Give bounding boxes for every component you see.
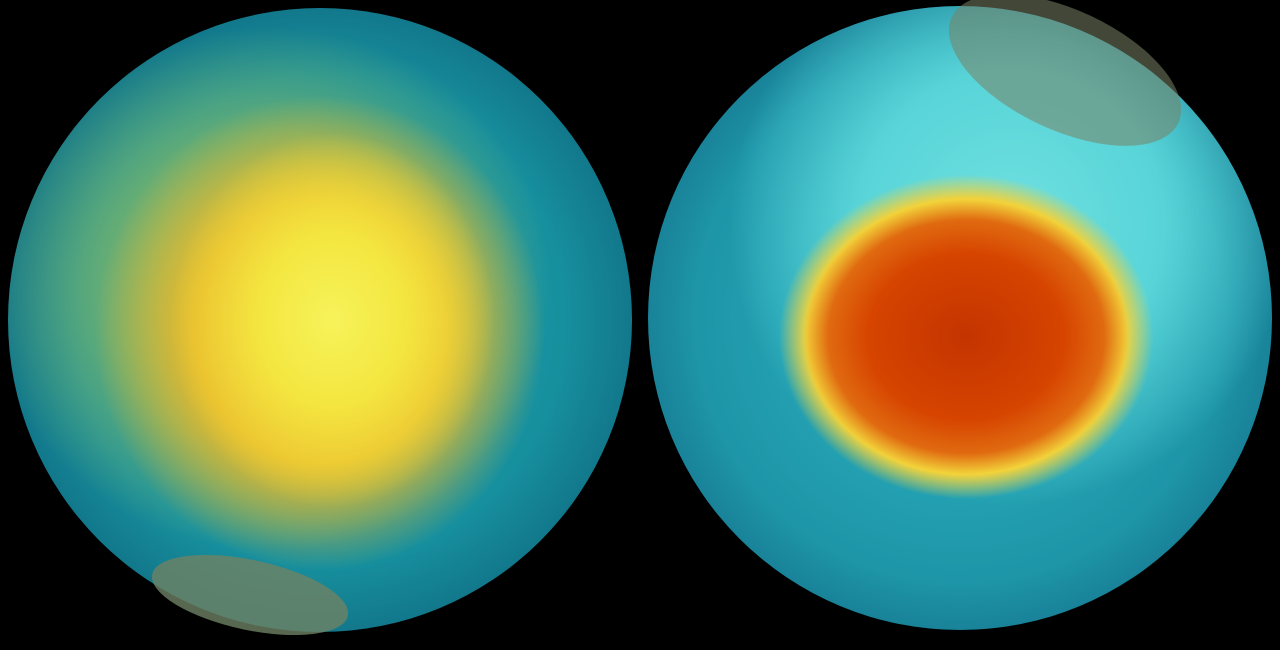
left-globe <box>8 8 632 632</box>
